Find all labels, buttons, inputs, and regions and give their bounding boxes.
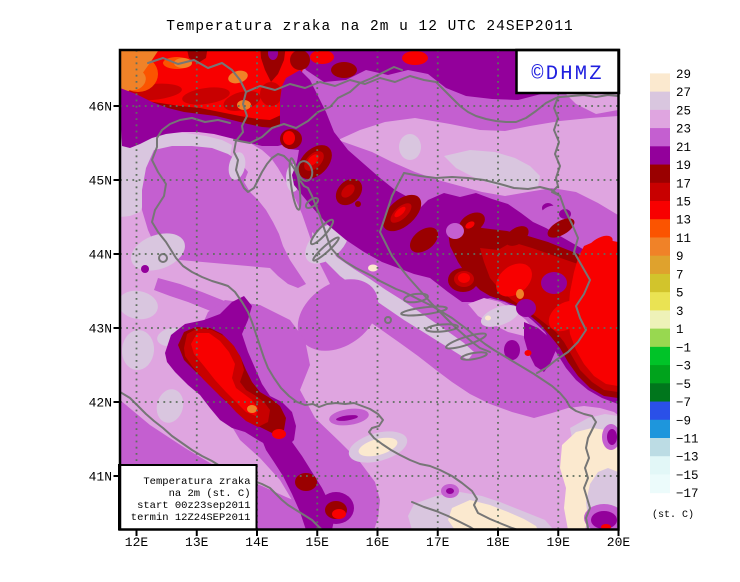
- svg-text:(st. C): (st. C): [652, 509, 694, 521]
- svg-text:25: 25: [676, 104, 691, 118]
- svg-text:7: 7: [676, 268, 684, 282]
- svg-text:−5: −5: [676, 378, 691, 392]
- svg-text:11: 11: [676, 232, 691, 246]
- svg-text:29: 29: [676, 68, 691, 82]
- svg-text:−15: −15: [676, 469, 699, 483]
- svg-text:13: 13: [676, 214, 691, 228]
- svg-text:46N: 46N: [89, 100, 112, 115]
- svg-text:©DHMZ: ©DHMZ: [531, 63, 604, 86]
- svg-text:−3: −3: [676, 360, 691, 374]
- svg-text:−11: −11: [676, 433, 699, 447]
- svg-text:Temperatura zraka na 2m u 12 U: Temperatura zraka na 2m u 12 UTC 24SEP20…: [166, 19, 573, 35]
- svg-text:12E: 12E: [125, 535, 149, 550]
- svg-text:15E: 15E: [306, 535, 330, 550]
- svg-text:41N: 41N: [89, 470, 112, 485]
- svg-text:19: 19: [676, 159, 691, 173]
- svg-text:15: 15: [676, 196, 691, 210]
- svg-text:17: 17: [676, 177, 691, 191]
- svg-text:−9: −9: [676, 414, 691, 428]
- svg-text:13E: 13E: [185, 535, 209, 550]
- svg-text:−13: −13: [676, 451, 699, 465]
- svg-text:−1: −1: [676, 341, 691, 355]
- svg-text:1: 1: [676, 323, 684, 337]
- svg-text:44N: 44N: [89, 248, 112, 263]
- svg-text:Temperatura zraka: Temperatura zraka: [143, 476, 250, 488]
- svg-text:na 2m (st. C): na 2m (st. C): [169, 488, 251, 500]
- svg-text:9: 9: [676, 250, 684, 264]
- svg-text:23: 23: [676, 123, 691, 137]
- svg-text:19E: 19E: [547, 535, 571, 550]
- svg-text:43N: 43N: [89, 322, 112, 337]
- svg-text:−17: −17: [676, 487, 699, 501]
- svg-text:termin 12Z24SEP2011: termin 12Z24SEP2011: [131, 512, 251, 524]
- svg-text:14E: 14E: [245, 535, 269, 550]
- svg-text:16E: 16E: [366, 535, 390, 550]
- svg-text:3: 3: [676, 305, 684, 319]
- svg-text:17E: 17E: [426, 535, 450, 550]
- svg-text:−7: −7: [676, 396, 691, 410]
- svg-text:20E: 20E: [607, 535, 631, 550]
- svg-text:21: 21: [676, 141, 691, 155]
- svg-text:42N: 42N: [89, 396, 112, 411]
- svg-text:5: 5: [676, 287, 684, 301]
- svg-text:18E: 18E: [486, 535, 510, 550]
- svg-text:27: 27: [676, 86, 691, 100]
- svg-text:start 00z23sep2011: start 00z23sep2011: [137, 500, 250, 512]
- svg-text:45N: 45N: [89, 174, 112, 189]
